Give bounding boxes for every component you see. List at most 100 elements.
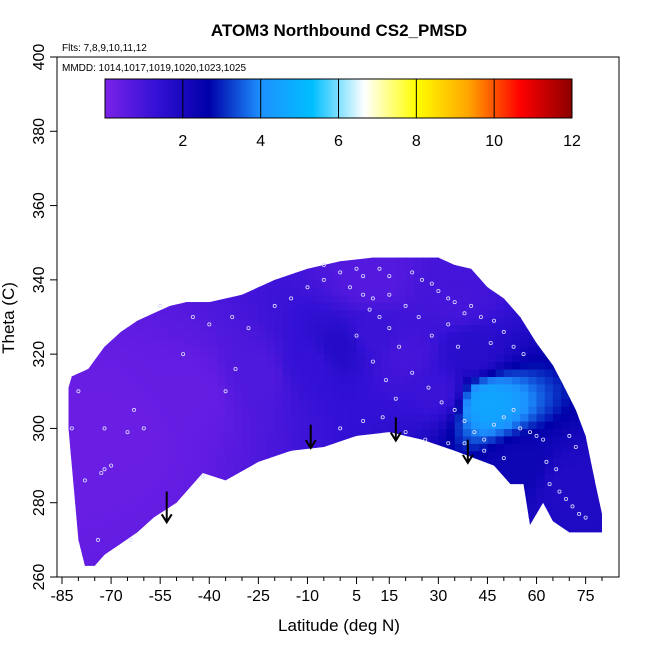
heat-cell xyxy=(282,562,292,566)
heat-cell xyxy=(569,435,579,444)
heat-cell xyxy=(348,495,358,504)
heat-cell xyxy=(160,406,169,415)
heat-cell xyxy=(381,398,390,407)
heat-cell xyxy=(528,465,538,474)
heat-cell xyxy=(250,502,259,511)
heat-cell xyxy=(487,428,497,437)
heat-cell xyxy=(168,562,178,566)
heat-cell xyxy=(323,265,333,273)
heat-cell xyxy=(70,294,79,303)
heat-cell xyxy=(282,539,292,548)
heat-cell xyxy=(332,361,341,370)
heat-cell xyxy=(520,413,529,422)
x-tick-label: 60 xyxy=(528,588,546,605)
sample-point xyxy=(131,407,136,412)
heat-cell xyxy=(135,257,145,266)
heat-cell xyxy=(348,517,358,526)
heat-cell xyxy=(94,309,104,318)
heat-cell xyxy=(495,361,505,370)
colorbar: 2 4 6 8 10 12 xyxy=(104,78,581,150)
heat-cell xyxy=(552,458,562,467)
heat-cell xyxy=(184,369,194,377)
heat-cell xyxy=(266,287,276,296)
heat-cell xyxy=(209,257,219,266)
heat-cell xyxy=(176,309,186,318)
heat-cell xyxy=(561,539,570,548)
heat-cell xyxy=(184,361,194,370)
sample-point xyxy=(338,270,343,275)
heat-cell xyxy=(135,257,145,259)
heat-cell xyxy=(389,413,399,422)
heat-cell xyxy=(192,487,202,496)
heat-cell xyxy=(78,502,88,511)
heat-cell xyxy=(168,317,178,325)
heat-cell xyxy=(593,562,602,566)
heat-cell xyxy=(225,376,235,385)
heat-cell xyxy=(127,421,137,429)
heat-cell xyxy=(315,450,325,459)
heat-cell xyxy=(593,383,602,392)
heat-cell xyxy=(184,554,194,563)
heat-cell xyxy=(544,257,554,266)
heat-cell xyxy=(144,570,153,578)
heat-cell xyxy=(495,532,505,541)
heat-cell xyxy=(413,532,423,541)
heat-cell xyxy=(381,376,390,385)
heat-cell xyxy=(291,562,300,566)
heat-cell xyxy=(102,450,112,459)
sample-point xyxy=(419,277,424,282)
heat-cell xyxy=(119,369,129,377)
heat-cell xyxy=(184,480,194,489)
heat-cell xyxy=(569,391,579,400)
heat-cell xyxy=(136,243,145,251)
heat-cell xyxy=(544,346,554,355)
heat-cell xyxy=(291,257,300,259)
heat-cell xyxy=(291,428,300,437)
heat-cell xyxy=(503,525,513,533)
heat-cell xyxy=(143,317,153,325)
heat-cell xyxy=(536,502,546,511)
heat-cell xyxy=(291,487,300,496)
heat-cell xyxy=(119,317,129,325)
heat-cell xyxy=(135,265,145,273)
heat-cell xyxy=(561,502,570,511)
heat-cell xyxy=(168,346,178,355)
heat-cell xyxy=(78,510,88,519)
heat-cell xyxy=(389,510,399,519)
heat-cell xyxy=(201,376,210,385)
heat-cell xyxy=(274,361,284,370)
heat-cell xyxy=(544,257,554,259)
heat-cell xyxy=(282,398,292,407)
heat-cell xyxy=(381,391,390,400)
heat-cell xyxy=(495,331,505,340)
heat-cell xyxy=(209,413,219,422)
heat-cell xyxy=(593,502,602,511)
heat-cell xyxy=(160,243,169,251)
heat-cell xyxy=(323,443,333,452)
colorbar-tick-label: 10 xyxy=(485,133,503,150)
heat-cell xyxy=(585,383,595,392)
heat-cell xyxy=(282,406,292,415)
heat-cell xyxy=(520,539,529,548)
heat-cell xyxy=(291,495,300,504)
heat-cell xyxy=(512,421,521,429)
heat-cell xyxy=(413,428,423,437)
heat-cell xyxy=(160,487,169,496)
heat-cell xyxy=(438,554,448,563)
heat-cell xyxy=(512,354,521,363)
heat-cell xyxy=(528,369,538,377)
heat-cell xyxy=(577,428,587,437)
heat-cell xyxy=(364,354,374,363)
heat-cell xyxy=(127,287,137,296)
heat-cell xyxy=(348,398,358,407)
heat-cell xyxy=(62,243,71,251)
heat-cell xyxy=(209,361,219,370)
heat-cell xyxy=(119,517,129,526)
heat-cell xyxy=(332,487,341,496)
heat-cell xyxy=(479,294,489,303)
heat-cell xyxy=(413,257,423,266)
heat-cell xyxy=(86,510,96,519)
heat-cell xyxy=(201,435,210,444)
heat-cell xyxy=(201,495,210,504)
heat-cell xyxy=(176,517,186,526)
